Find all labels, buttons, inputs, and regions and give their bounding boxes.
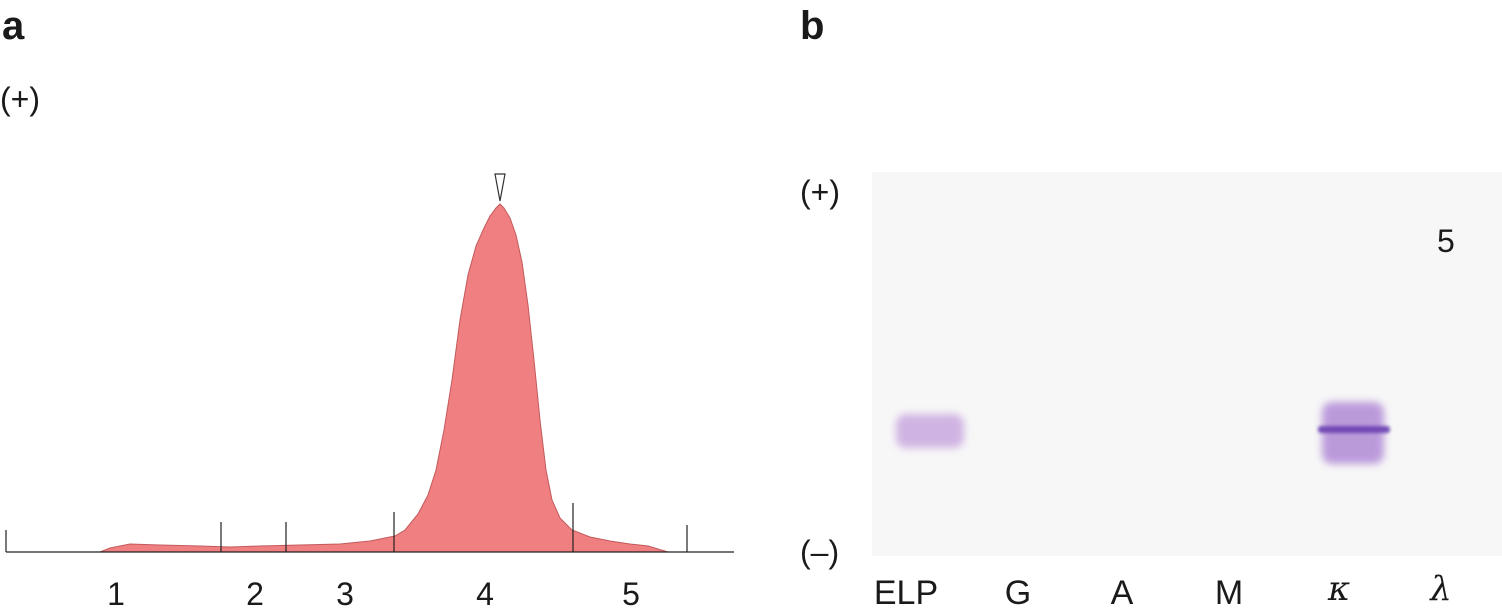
lane-label-g: G — [1004, 574, 1032, 612]
fraction-label-3: 3 — [336, 576, 354, 612]
panel-a-letter: a — [2, 4, 25, 48]
fraction-label-1: 1 — [107, 576, 125, 612]
panel-a-plus-label: (+) — [0, 81, 40, 117]
panel-b-letter: b — [800, 4, 825, 48]
panel-b-minus-label: (–) — [800, 534, 840, 570]
lane-label-a: A — [1110, 574, 1134, 612]
panel-b-corner-number: 5 — [1437, 223, 1455, 259]
fraction-label-4: 4 — [476, 576, 494, 612]
elp-band — [896, 414, 964, 448]
lane-label-kappa: κ — [1327, 569, 1351, 609]
lane-label-elp: ELP — [873, 574, 939, 612]
kappa-band-core — [1318, 426, 1390, 433]
gel-background — [872, 172, 1502, 556]
triangle-down-icon — [494, 173, 506, 202]
fraction-label-2: 2 — [246, 576, 264, 612]
panel-b-plus-label: (+) — [800, 174, 840, 210]
lane-label-lambda: λ — [1430, 569, 1452, 609]
fraction-label-5: 5 — [622, 576, 640, 612]
lane-label-m: M — [1214, 574, 1244, 612]
density-curve — [99, 203, 669, 553]
